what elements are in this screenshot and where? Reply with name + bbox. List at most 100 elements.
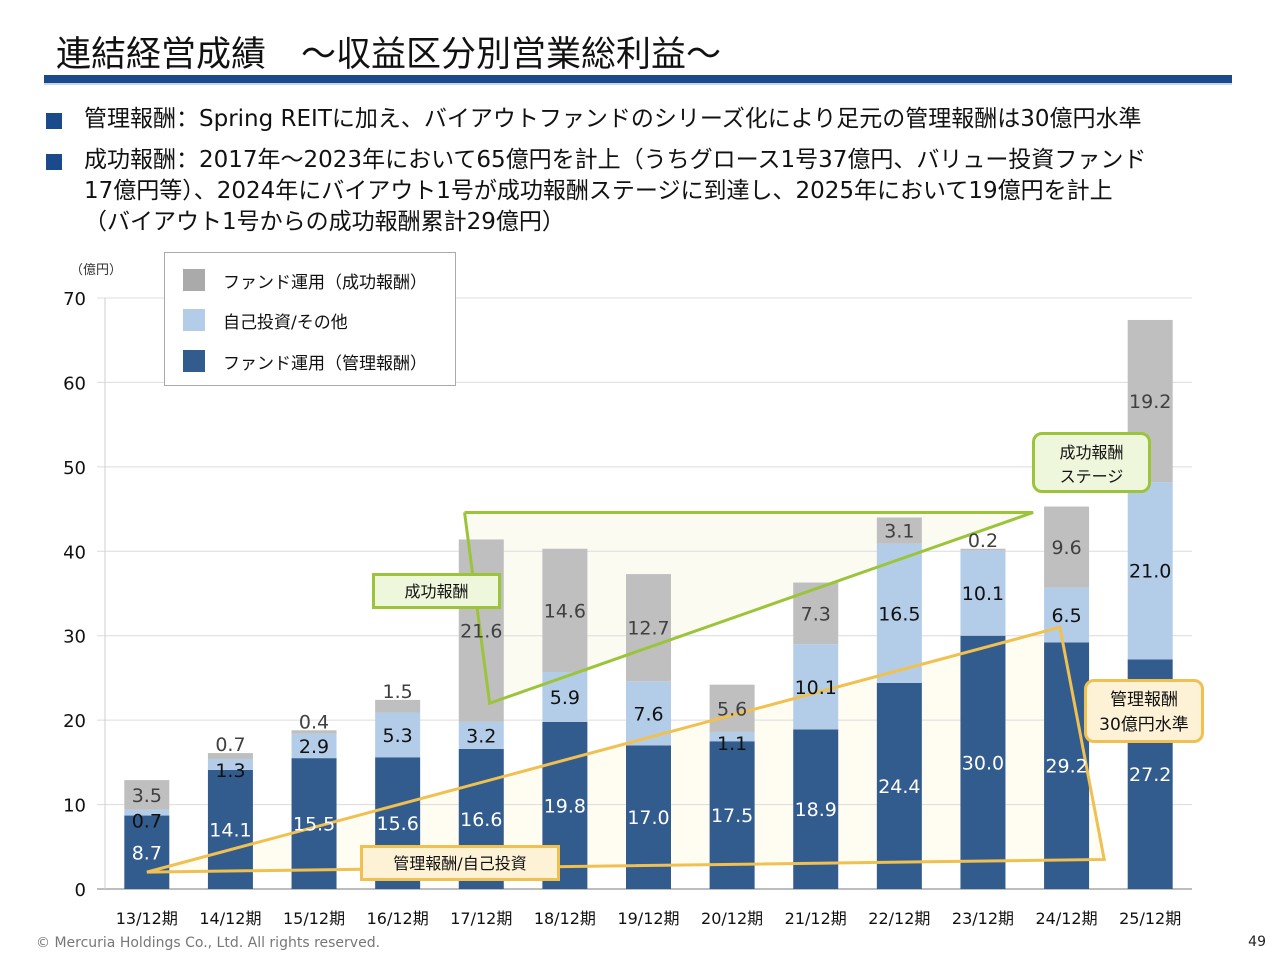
data-label-management-fee: 14.1 bbox=[209, 819, 251, 841]
legend-swatch-gray bbox=[183, 269, 205, 291]
data-label-management-fee: 19.8 bbox=[544, 795, 586, 817]
data-label-success-fee: 9.6 bbox=[1051, 537, 1081, 559]
management-fee-wedge-outline bbox=[146, 625, 1107, 874]
callout-line: 成功報酬 bbox=[1059, 443, 1124, 462]
bullet-text-line: 管理報酬：Spring REITに加え、バイアウトファンドのシリーズ化により足元… bbox=[84, 106, 1142, 132]
y-axis-unit-label: （億円） bbox=[70, 262, 122, 278]
bar-segment-management-fee bbox=[876, 682, 922, 889]
data-label-self-investment: 7.6 bbox=[633, 703, 663, 725]
bar-segment-self-investment bbox=[876, 543, 922, 683]
bullet-success-fee: 成功報酬：2017年～2023年において65億円を計上（うちグロース1号37億円… bbox=[46, 145, 1266, 238]
callout-success-fee: 成功報酬 bbox=[372, 573, 501, 609]
data-label-management-fee: 17.5 bbox=[711, 805, 753, 827]
x-tick-label: 18/12期 bbox=[534, 909, 596, 928]
bullet-text-line: 17億円等）、2024年にバイアウト1号が成功報酬ステージに到達し、2025年に… bbox=[84, 178, 1113, 204]
data-label-self-investment: 1.3 bbox=[215, 760, 245, 782]
bar-segment-self-investment bbox=[1044, 587, 1090, 643]
data-label-management-fee: 27.2 bbox=[1129, 764, 1171, 786]
page-title: 連結経営成績 ～収益区分別営業総利益～ bbox=[56, 35, 722, 75]
bar-segment-management-fee bbox=[960, 635, 1006, 889]
bar-segment-success-fee bbox=[960, 548, 1006, 551]
data-label-self-investment: 0.7 bbox=[132, 811, 162, 833]
data-label-management-fee: 24.4 bbox=[878, 776, 920, 798]
x-tick-label: 14/12期 bbox=[199, 909, 261, 928]
legend-item-self-investment: 自己投資/その他 bbox=[183, 309, 348, 333]
bar-segment-success-fee bbox=[709, 684, 755, 732]
x-tick-label: 23/12期 bbox=[952, 909, 1014, 928]
bullet-square-icon bbox=[46, 113, 62, 129]
bar-segment-self-investment bbox=[124, 809, 170, 816]
legend-item-success-fee: ファンド運用（成功報酬） bbox=[183, 269, 427, 293]
x-tick-label: 16/12期 bbox=[367, 909, 429, 928]
bullet-management-fee: 管理報酬：Spring REITに加え、バイアウトファンドのシリーズ化により足元… bbox=[46, 104, 1266, 135]
bullet-list: 管理報酬：Spring REITに加え、バイアウトファンドのシリーズ化により足元… bbox=[46, 104, 1266, 248]
data-label-management-fee: 15.6 bbox=[376, 813, 418, 835]
x-tick-label: 20/12期 bbox=[701, 909, 763, 928]
y-tick-label: 20 bbox=[63, 711, 86, 732]
data-label-management-fee: 8.7 bbox=[132, 842, 162, 864]
bar-segment-success-fee bbox=[626, 574, 671, 682]
data-label-success-fee: 7.3 bbox=[801, 603, 831, 625]
data-label-success-fee: 0.2 bbox=[968, 530, 998, 552]
data-label-self-investment: 3.2 bbox=[466, 725, 496, 747]
y-tick-label: 50 bbox=[63, 458, 86, 479]
bullet-text-line: （バイアウト1号からの成功報酬累計29億円） bbox=[84, 209, 565, 235]
data-label-management-fee: 29.2 bbox=[1045, 756, 1087, 778]
bar-segment-success-fee bbox=[1044, 506, 1090, 588]
y-tick-label: 70 bbox=[63, 289, 86, 310]
data-label-success-fee: 19.2 bbox=[1129, 391, 1171, 413]
data-label-management-fee: 18.9 bbox=[795, 799, 837, 821]
y-tick-label: 30 bbox=[63, 627, 86, 648]
callout-management-fee-level: 管理報酬 30億円水準 bbox=[1084, 679, 1204, 743]
data-label-success-fee: 0.4 bbox=[299, 711, 329, 733]
bar-segment-self-investment bbox=[207, 758, 253, 770]
bar-segment-self-investment bbox=[291, 733, 337, 759]
data-label-self-investment: 10.1 bbox=[962, 583, 1004, 605]
data-label-success-fee: 21.6 bbox=[460, 621, 502, 643]
data-label-success-fee: 0.7 bbox=[215, 734, 245, 756]
copyright-footer: © Mercuria Holdings Co., Ltd. All rights… bbox=[36, 935, 381, 951]
y-tick-label: 60 bbox=[63, 373, 86, 394]
title-underline-shadow bbox=[44, 83, 1232, 85]
data-label-self-investment: 6.5 bbox=[1051, 605, 1081, 627]
x-tick-label: 13/12期 bbox=[116, 909, 178, 928]
legend-item-management-fee: ファンド運用（管理報酬） bbox=[183, 350, 427, 374]
data-label-management-fee: 30.0 bbox=[962, 752, 1004, 774]
x-tick-label: 15/12期 bbox=[283, 909, 345, 928]
y-tick-label: 0 bbox=[75, 880, 86, 901]
callout-line: 30億円水準 bbox=[1099, 715, 1189, 735]
bar-segment-success-fee bbox=[291, 730, 337, 734]
y-tick-label: 10 bbox=[63, 796, 86, 817]
data-label-success-fee: 14.6 bbox=[544, 600, 586, 622]
bar-segment-management-fee bbox=[1044, 642, 1090, 889]
data-label-management-fee: 16.6 bbox=[460, 809, 502, 831]
bar-segment-self-investment bbox=[1127, 482, 1173, 660]
x-tick-label: 21/12期 bbox=[785, 909, 847, 928]
data-label-self-investment: 5.9 bbox=[550, 687, 580, 709]
data-label-self-investment: 16.5 bbox=[878, 603, 920, 625]
data-label-management-fee: 15.5 bbox=[293, 814, 335, 836]
bar-segment-success-fee bbox=[207, 753, 253, 759]
legend-swatch-light-blue bbox=[183, 309, 205, 331]
legend-label: ファンド運用（成功報酬） bbox=[223, 272, 427, 293]
bullet-text-line: 成功報酬：2017年～2023年において65億円を計上（うちグロース1号37億円… bbox=[84, 147, 1147, 173]
bar-segment-management-fee bbox=[124, 815, 170, 889]
data-label-success-fee: 1.5 bbox=[383, 681, 413, 703]
bar-segment-self-investment bbox=[793, 644, 839, 730]
callout-line: ステージ bbox=[1059, 467, 1124, 486]
page-number: 49 bbox=[1248, 934, 1266, 950]
bar-segment-success-fee bbox=[375, 699, 421, 713]
data-label-self-investment: 2.9 bbox=[299, 736, 329, 758]
data-label-success-fee: 3.5 bbox=[132, 785, 162, 807]
x-tick-label: 22/12期 bbox=[868, 909, 930, 928]
x-tick-label: 17/12期 bbox=[450, 909, 512, 928]
chart-legend: ファンド運用（成功報酬） 自己投資/その他 ファンド運用（管理報酬） bbox=[164, 252, 456, 386]
data-label-success-fee: 3.1 bbox=[884, 521, 914, 543]
x-tick-label: 19/12期 bbox=[617, 909, 679, 928]
bar-segment-self-investment bbox=[458, 721, 504, 749]
legend-swatch-dark-blue bbox=[183, 350, 205, 372]
data-label-management-fee: 17.0 bbox=[627, 807, 669, 829]
data-label-success-fee: 12.7 bbox=[627, 618, 669, 640]
bar-segment-self-investment bbox=[960, 550, 1006, 636]
y-tick-label: 40 bbox=[63, 542, 86, 563]
